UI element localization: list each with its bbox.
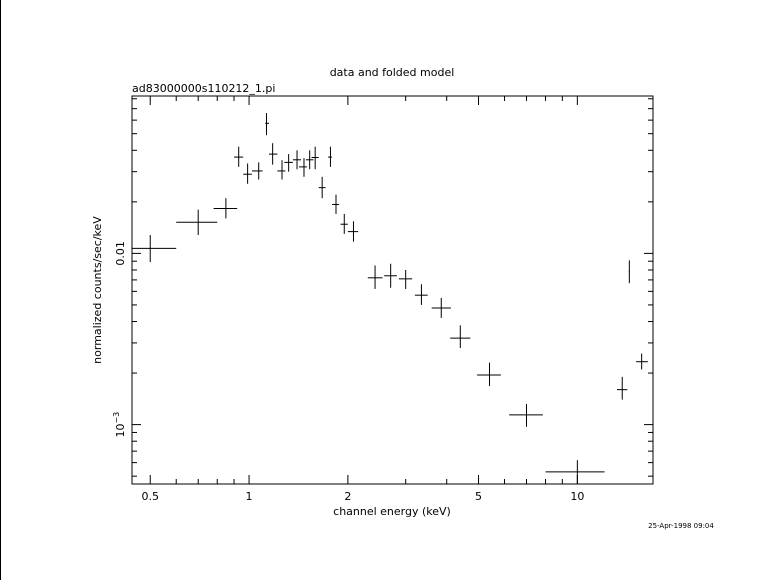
y-axis-ticks xyxy=(132,98,653,477)
data-point xyxy=(318,176,326,199)
y-tick-labels: 10−3 0.01 xyxy=(112,241,127,437)
data-point xyxy=(628,260,630,284)
data-points xyxy=(132,113,648,484)
data-point xyxy=(176,209,218,236)
y-tick-label: 0.01 xyxy=(114,241,127,266)
y-axis-label: normalized counts/sec/keV xyxy=(91,216,104,364)
data-point xyxy=(292,150,302,170)
data-point xyxy=(477,362,501,387)
data-point xyxy=(414,284,428,305)
data-point xyxy=(509,403,543,427)
data-point xyxy=(636,353,648,370)
data-point xyxy=(450,325,471,349)
data-point xyxy=(265,113,269,136)
data-point xyxy=(347,221,359,242)
chart-subtitle: ad83000000s110212_1.pi xyxy=(132,82,275,95)
data-point xyxy=(132,235,177,263)
x-tick-label: 0.5 xyxy=(141,490,159,503)
data-point xyxy=(545,460,605,484)
x-tick-label: 5 xyxy=(475,490,482,503)
timestamp-label: 25-Apr-1998 09:04 xyxy=(648,522,714,530)
data-point xyxy=(340,213,348,234)
x-tick-label: 10 xyxy=(570,490,584,503)
plot-frame xyxy=(131,95,654,485)
x-tick-label: 2 xyxy=(344,490,351,503)
x-tick-label: 1 xyxy=(246,490,253,503)
data-point xyxy=(332,194,340,214)
data-point xyxy=(284,154,293,172)
data-point xyxy=(305,150,314,170)
y-tick-label: 10−3 xyxy=(112,412,127,438)
data-point xyxy=(311,146,319,170)
data-point xyxy=(616,376,628,400)
data-point xyxy=(328,146,333,167)
x-axis-label: channel energy (keV) xyxy=(333,505,451,518)
data-point xyxy=(299,158,307,177)
data-point xyxy=(398,269,413,289)
data-point xyxy=(431,297,451,318)
data-point xyxy=(277,160,286,180)
data-point xyxy=(251,162,263,180)
x-tick-labels: 0.5 1 2 5 10 xyxy=(141,490,584,503)
data-point xyxy=(268,143,278,165)
x-axis-ticks xyxy=(149,96,578,484)
data-point xyxy=(213,198,238,219)
data-point xyxy=(367,265,383,289)
data-point xyxy=(234,146,244,167)
data-point xyxy=(243,163,252,184)
chart-title: data and folded model xyxy=(330,66,455,79)
data-point xyxy=(384,263,397,288)
